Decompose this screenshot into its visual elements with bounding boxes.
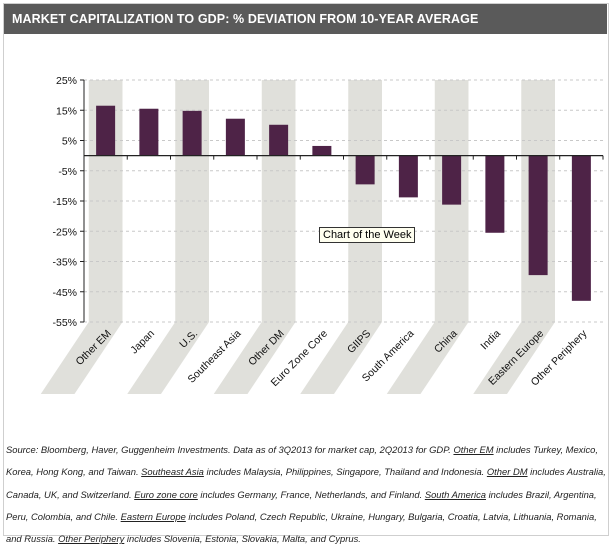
y-tick-label: -35% bbox=[52, 257, 77, 269]
bar bbox=[225, 118, 245, 156]
source-text: includes Brazil, Argentina, Peru, Colomb… bbox=[6, 488, 597, 522]
bar bbox=[139, 108, 159, 156]
source-term: Other DM bbox=[486, 466, 528, 478]
chart-title: MARKET CAPITALIZATION TO GDP: % DEVIATIO… bbox=[12, 12, 479, 26]
band-4 bbox=[213, 80, 296, 394]
bar bbox=[398, 155, 418, 198]
y-tick-label: -5% bbox=[58, 166, 77, 178]
source-term: Other EM bbox=[453, 444, 494, 455]
source-term: Southeast Asia bbox=[141, 466, 204, 478]
band-2 bbox=[127, 80, 209, 394]
y-tick-label: -55% bbox=[52, 317, 77, 329]
y-tick-label: 5% bbox=[62, 136, 77, 148]
y-tick-label: -15% bbox=[52, 196, 77, 208]
category-label: India bbox=[478, 328, 503, 353]
bar bbox=[312, 145, 332, 156]
category-label: Japan bbox=[128, 328, 157, 357]
source-text: includes Australia, Canada, UK, and Swit… bbox=[6, 466, 606, 500]
source-term: Euro zone core bbox=[134, 488, 198, 500]
bar bbox=[485, 155, 505, 233]
bar bbox=[571, 155, 591, 301]
band-0 bbox=[40, 80, 123, 394]
bar bbox=[442, 155, 462, 205]
y-tick-label: -45% bbox=[52, 287, 77, 299]
bar-chart: 25%15%5%-5%-15%-25%-35%-45%-55%Other EM J… bbox=[40, 75, 604, 394]
y-tick-label: 25% bbox=[56, 75, 77, 87]
y-tick-label: 15% bbox=[56, 105, 77, 117]
bar bbox=[528, 155, 548, 276]
source-text: Source: Bloomberg, Haver, Guggenheim Inv… bbox=[6, 444, 454, 455]
source-term: South America bbox=[424, 488, 486, 500]
bar bbox=[269, 124, 289, 156]
bar bbox=[182, 110, 202, 156]
source-note: Source: Bloomberg, Haver, Guggenheim Inv… bbox=[6, 439, 606, 550]
bar bbox=[355, 155, 375, 185]
chart-header: MARKET CAPITALIZATION TO GDP: % DEVIATIO… bbox=[4, 4, 607, 34]
source-text: includes Malaysia, Philippines, Singapor… bbox=[203, 466, 487, 478]
y-tick-label: -25% bbox=[52, 226, 77, 238]
bar bbox=[96, 105, 116, 156]
source-text: includes Germany, France, Netherlands, a… bbox=[197, 488, 425, 500]
source-term: Eastern Europe bbox=[120, 510, 186, 522]
chart-tooltip: Chart of the Week bbox=[319, 227, 416, 243]
source-text: includes Turkey, Mexico, Korea, Hong Kon… bbox=[6, 444, 598, 478]
